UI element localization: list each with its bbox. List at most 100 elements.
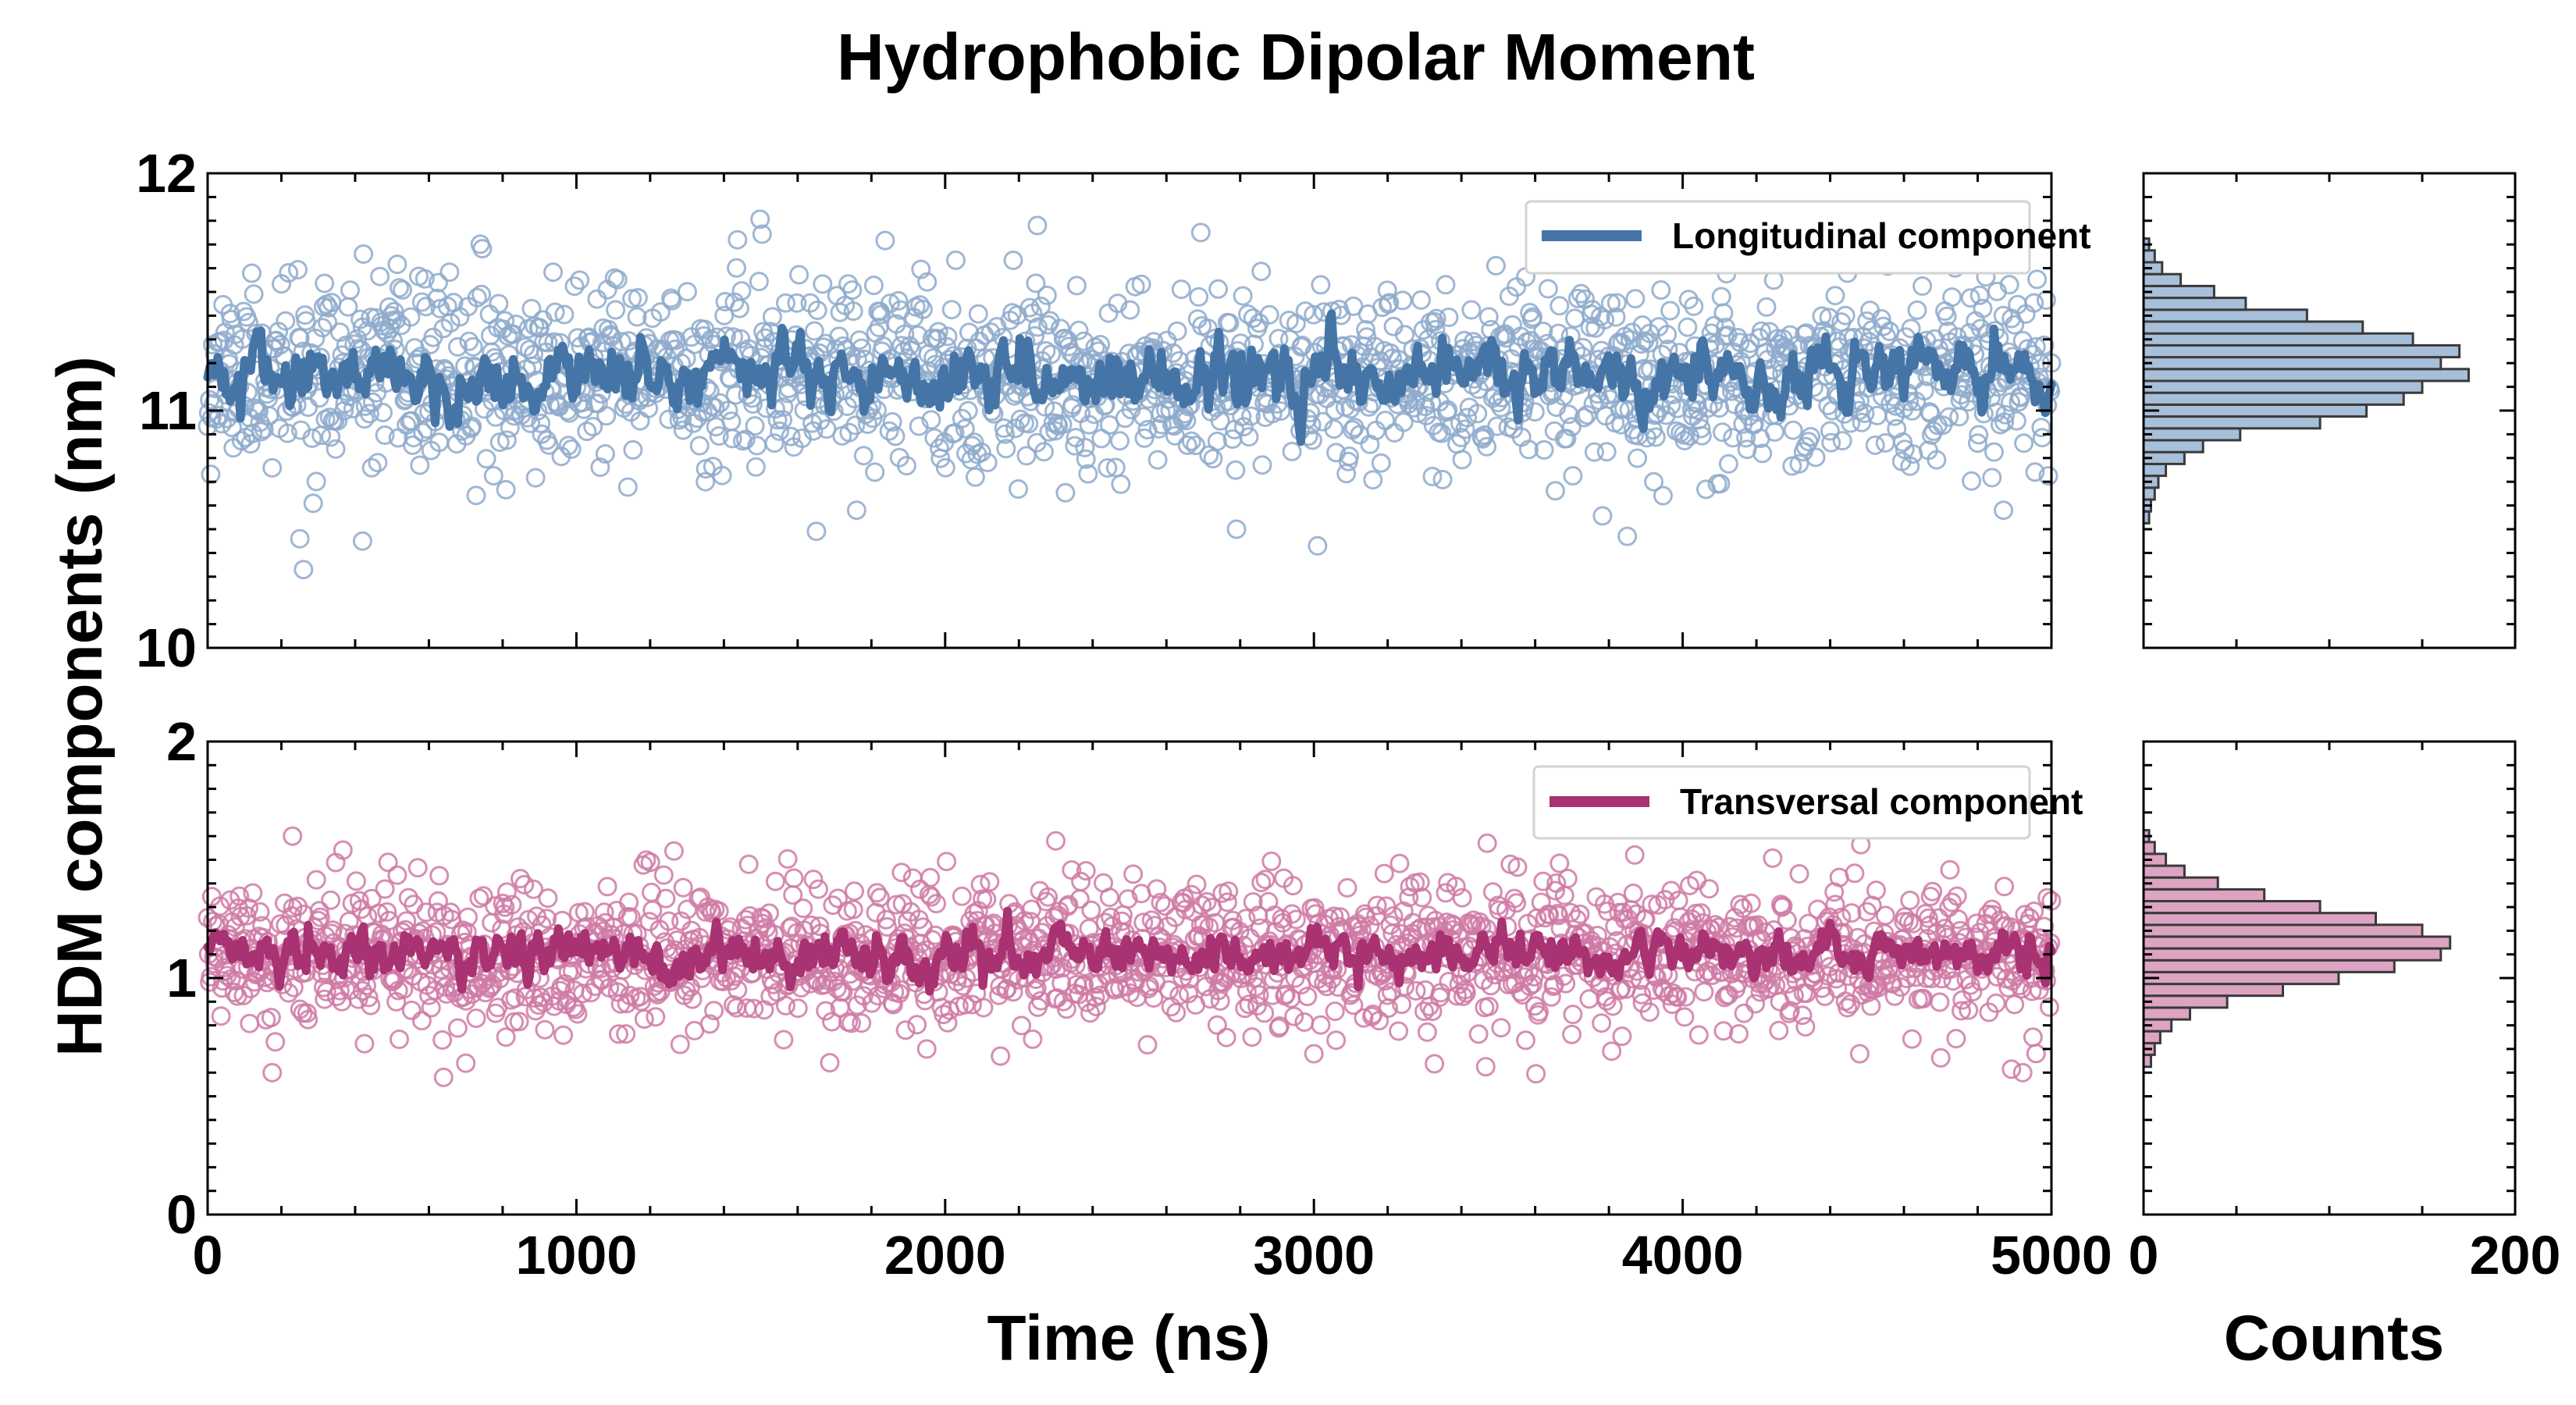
scatter-point (971, 443, 991, 462)
scatter-point (1769, 1020, 1789, 1040)
scatter-point (279, 263, 299, 283)
histogram-bar (2142, 343, 2461, 359)
scatter-point (1464, 332, 1483, 352)
histogram-bar (2142, 308, 2308, 323)
scatter-point (920, 867, 941, 887)
histogram-bar (2142, 427, 2242, 442)
scatter-point (1389, 853, 1410, 873)
scatter-point (1825, 286, 1845, 306)
scatter-point (607, 269, 628, 290)
scatter-point (1055, 482, 1076, 503)
scatter-point (2026, 1044, 2046, 1064)
scatter-point (1023, 1029, 1043, 1049)
scatter-point (265, 1032, 286, 1052)
scatter-point (1286, 314, 1306, 333)
histogram-bar (2142, 391, 2405, 406)
scatter-point (1718, 454, 1738, 474)
scatter-point (865, 462, 885, 482)
scatter-point (1628, 448, 1648, 468)
scatter-point (1534, 439, 1554, 460)
scatter-point (1596, 442, 1617, 462)
scatter-point (705, 397, 725, 418)
scatter-point (251, 422, 271, 442)
scatter-point (696, 471, 716, 492)
scatter-point (373, 403, 393, 422)
scatter-point (359, 404, 379, 424)
scatter-point (1226, 519, 1247, 539)
scatter-point (820, 1053, 840, 1072)
scatter-point (562, 961, 582, 981)
scatter-point (297, 1003, 317, 1023)
scatter-point (784, 868, 804, 888)
scatter-point (277, 423, 297, 443)
y-tick-label: 12 (136, 143, 197, 204)
scatter-point (346, 871, 366, 891)
scatter-point (929, 438, 949, 458)
scatter-point (462, 416, 482, 436)
scatter-point (2006, 411, 2026, 431)
scatter-point (1667, 398, 1688, 418)
scatter-point (2027, 269, 2048, 290)
scatter-point (1110, 431, 1130, 451)
scatter-point (447, 1018, 468, 1038)
scatter-point (910, 295, 930, 315)
scatter-point (362, 392, 382, 412)
scatter-point (1416, 406, 1436, 425)
scatter-point (1009, 479, 1028, 499)
scatter-point (880, 293, 900, 313)
scatter-point (524, 879, 543, 899)
scatter-point (888, 290, 909, 311)
scatter-point (404, 428, 424, 448)
scatter-point (1866, 880, 1886, 901)
scatter-point (1855, 404, 1875, 423)
scatter-point (1159, 980, 1179, 1000)
scatter-point (354, 244, 374, 264)
scatter-point (407, 858, 428, 878)
scatter-point (570, 270, 590, 290)
scatter-point (1600, 293, 1621, 313)
scatter-point (1408, 404, 1429, 423)
scatter-point (1565, 308, 1585, 329)
scatter-point (1019, 414, 1039, 434)
scatter-point (977, 453, 998, 472)
scatter-point (476, 449, 496, 469)
scatter-point (1216, 1027, 1236, 1048)
scatter-point (1421, 393, 1442, 413)
histogram-bar (2142, 912, 2377, 927)
scatter-point (310, 907, 330, 927)
scatter-point (290, 528, 310, 549)
scatter-point (1752, 443, 1773, 464)
scatter-point (627, 307, 647, 327)
scatter-point (774, 1030, 794, 1050)
scatter-point (1383, 316, 1404, 336)
scatter-point (483, 466, 503, 486)
scatter-point (1226, 460, 1246, 480)
scatter-point (745, 416, 765, 436)
scatter-point (439, 262, 460, 283)
scatter-point (596, 406, 617, 426)
scatter-point (1384, 423, 1404, 443)
scatter-point (1845, 863, 1865, 884)
scatter-point (525, 468, 546, 488)
scatter-point (1518, 439, 1539, 460)
longitudinal-x-ticks (206, 173, 2053, 648)
scatter-point (243, 883, 263, 903)
scatter-point (428, 272, 448, 293)
scatter-point (1901, 318, 1921, 339)
scatter-point (457, 922, 477, 942)
scatter-point (1657, 325, 1678, 345)
scatter-point (502, 895, 522, 915)
scatter-point (1076, 449, 1096, 469)
scatter-point (1968, 433, 1987, 454)
scatter-point (1046, 831, 1066, 851)
scatter-point (789, 265, 809, 285)
scatter-point (689, 436, 710, 456)
scatter-point (777, 848, 798, 869)
scatter-point (403, 435, 423, 455)
scatter-point (709, 426, 729, 446)
scatter-point (845, 415, 866, 436)
scatter-point (1207, 1015, 1227, 1035)
scatter-point (597, 877, 617, 897)
scatter-point (421, 998, 441, 1018)
scatter-point (788, 998, 808, 1019)
